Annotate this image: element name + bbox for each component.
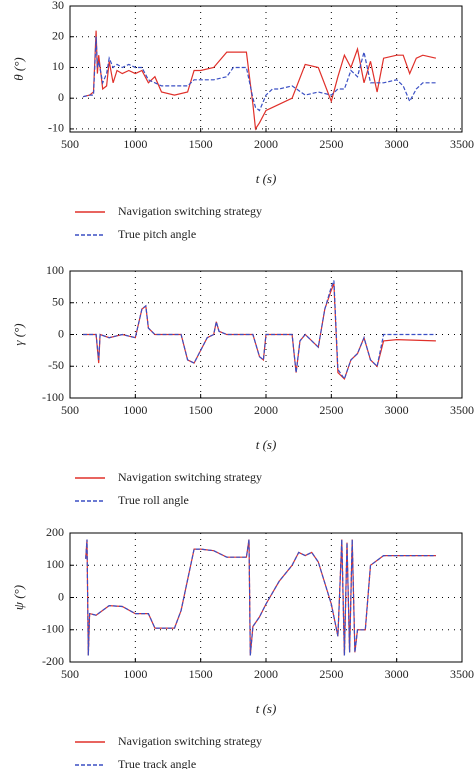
- series-line: [82, 36, 436, 112]
- x-tick-label: 3500: [450, 667, 474, 681]
- plot-frame: [69, 270, 463, 399]
- y-tick-label: -100: [42, 622, 64, 636]
- y-tick-label: 0: [58, 326, 64, 340]
- y-tick-label: -50: [48, 358, 64, 372]
- legend-label: Navigation switching strategy: [118, 734, 262, 748]
- x-tick-label: 2000: [254, 403, 278, 417]
- x-axis-label: t (s): [256, 701, 277, 716]
- series-line: [83, 280, 436, 381]
- x-tick-label: 1000: [123, 137, 147, 151]
- legend-label: True track angle: [118, 757, 196, 769]
- y-axis-label: γ (°): [11, 323, 26, 345]
- plot-frame: [69, 5, 463, 133]
- x-tick-label: 3000: [385, 667, 409, 681]
- x-tick-label: 500: [61, 667, 79, 681]
- series-line: [82, 30, 437, 131]
- y-tick-label: 20: [52, 28, 64, 42]
- legend-label: Navigation switching strategy: [118, 204, 262, 218]
- x-tick-label: 1000: [123, 403, 147, 417]
- x-tick-label: 2000: [254, 137, 278, 151]
- y-tick-label: -10: [48, 121, 64, 135]
- x-tick-label: 3000: [385, 137, 409, 151]
- y-tick-label: 0: [58, 589, 64, 603]
- y-tick-label: 50: [52, 295, 64, 309]
- x-tick-label: 3500: [450, 137, 474, 151]
- x-tick-label: 1500: [189, 667, 213, 681]
- y-tick-label: 0: [58, 90, 64, 104]
- x-tick-label: 1500: [189, 403, 213, 417]
- legend-label: Navigation switching strategy: [118, 470, 262, 484]
- x-axis-label: t (s): [256, 437, 277, 452]
- y-tick-label: 200: [46, 525, 64, 539]
- x-tick-label: 500: [61, 137, 79, 151]
- plot-frame: [69, 532, 463, 663]
- y-axis-label: ψ (°): [11, 585, 26, 610]
- y-tick-label: 30: [52, 0, 64, 12]
- x-tick-label: 2500: [319, 403, 343, 417]
- y-tick-label: -200: [42, 654, 64, 668]
- series-line: [85, 539, 436, 656]
- y-tick-label: -100: [42, 390, 64, 404]
- x-tick-label: 3500: [450, 403, 474, 417]
- x-tick-label: 2500: [319, 137, 343, 151]
- y-tick-label: 100: [46, 557, 64, 571]
- legend-label: True pitch angle: [118, 227, 196, 241]
- series-line: [85, 539, 436, 656]
- x-tick-label: 1000: [123, 667, 147, 681]
- x-tick-label: 500: [61, 403, 79, 417]
- y-tick-label: 100: [46, 263, 64, 277]
- y-axis-label: θ (°): [11, 57, 26, 81]
- x-tick-label: 2500: [319, 667, 343, 681]
- x-tick-label: 3000: [385, 403, 409, 417]
- x-axis-label: t (s): [256, 171, 277, 186]
- y-tick-label: 10: [52, 59, 64, 73]
- series-line: [83, 283, 436, 380]
- x-tick-label: 2000: [254, 667, 278, 681]
- x-tick-label: 1500: [189, 137, 213, 151]
- legend-label: True roll angle: [118, 493, 189, 507]
